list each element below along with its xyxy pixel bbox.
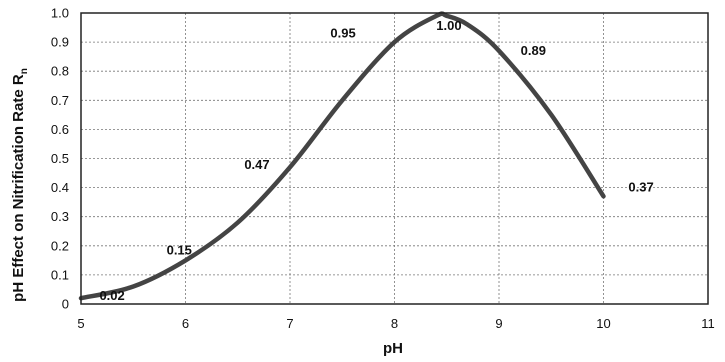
series-line-layer: [78, 11, 606, 301]
y-tick-label: 0.6: [51, 122, 69, 137]
grid: [81, 13, 708, 304]
series-line: [78, 11, 606, 301]
y-tick-label: 0.3: [51, 209, 69, 224]
y-tick-label: 0.1: [51, 267, 69, 282]
data-label: 1.00: [436, 18, 461, 33]
data-label: 0.47: [244, 157, 269, 172]
data-label: 0.95: [330, 26, 355, 41]
y-tick-label: 0.2: [51, 238, 69, 253]
data-label: 0.89: [521, 43, 546, 58]
data-label: 0.15: [167, 242, 192, 257]
data-labels: 0.02 0.15 0.47 0.95 1.00 0.89 0.37: [99, 18, 653, 303]
x-tick-label: 9: [495, 316, 502, 331]
data-label: 0.02: [99, 288, 124, 303]
x-tick-label: 11: [701, 316, 715, 331]
data-label: 0.37: [628, 179, 653, 194]
y-tick-label: 0.4: [51, 180, 69, 195]
y-axis-label-subscript: n: [19, 68, 30, 74]
y-axis-label: pH Effect on Nitrification Rate Rn: [10, 68, 30, 302]
y-tick-label: 0.7: [51, 93, 69, 108]
y-tick-label: 0: [62, 297, 69, 312]
y-axis-label-main: pH Effect on Nitrification Rate R: [10, 74, 27, 302]
x-tick-label: 10: [596, 316, 610, 331]
y-axis-ticks: 0 0.1 0.2 0.3 0.4 0.5 0.6 0.7 0.8 0.9 1.0: [51, 6, 69, 312]
plot-frame: [80, 12, 709, 305]
x-tick-label: 8: [391, 316, 398, 331]
y-tick-label: 0.5: [51, 151, 69, 166]
x-tick-label: 7: [286, 316, 293, 331]
y-tick-label: 1.0: [51, 6, 69, 21]
y-tick-label: 0.8: [51, 64, 69, 79]
x-axis-label: pH: [383, 340, 403, 357]
x-axis-ticks: 5 6 7 8 9 10 11: [77, 316, 714, 331]
x-tick-label: 6: [182, 316, 189, 331]
y-tick-label: 0.9: [51, 35, 69, 50]
x-tick-label: 5: [77, 316, 84, 331]
